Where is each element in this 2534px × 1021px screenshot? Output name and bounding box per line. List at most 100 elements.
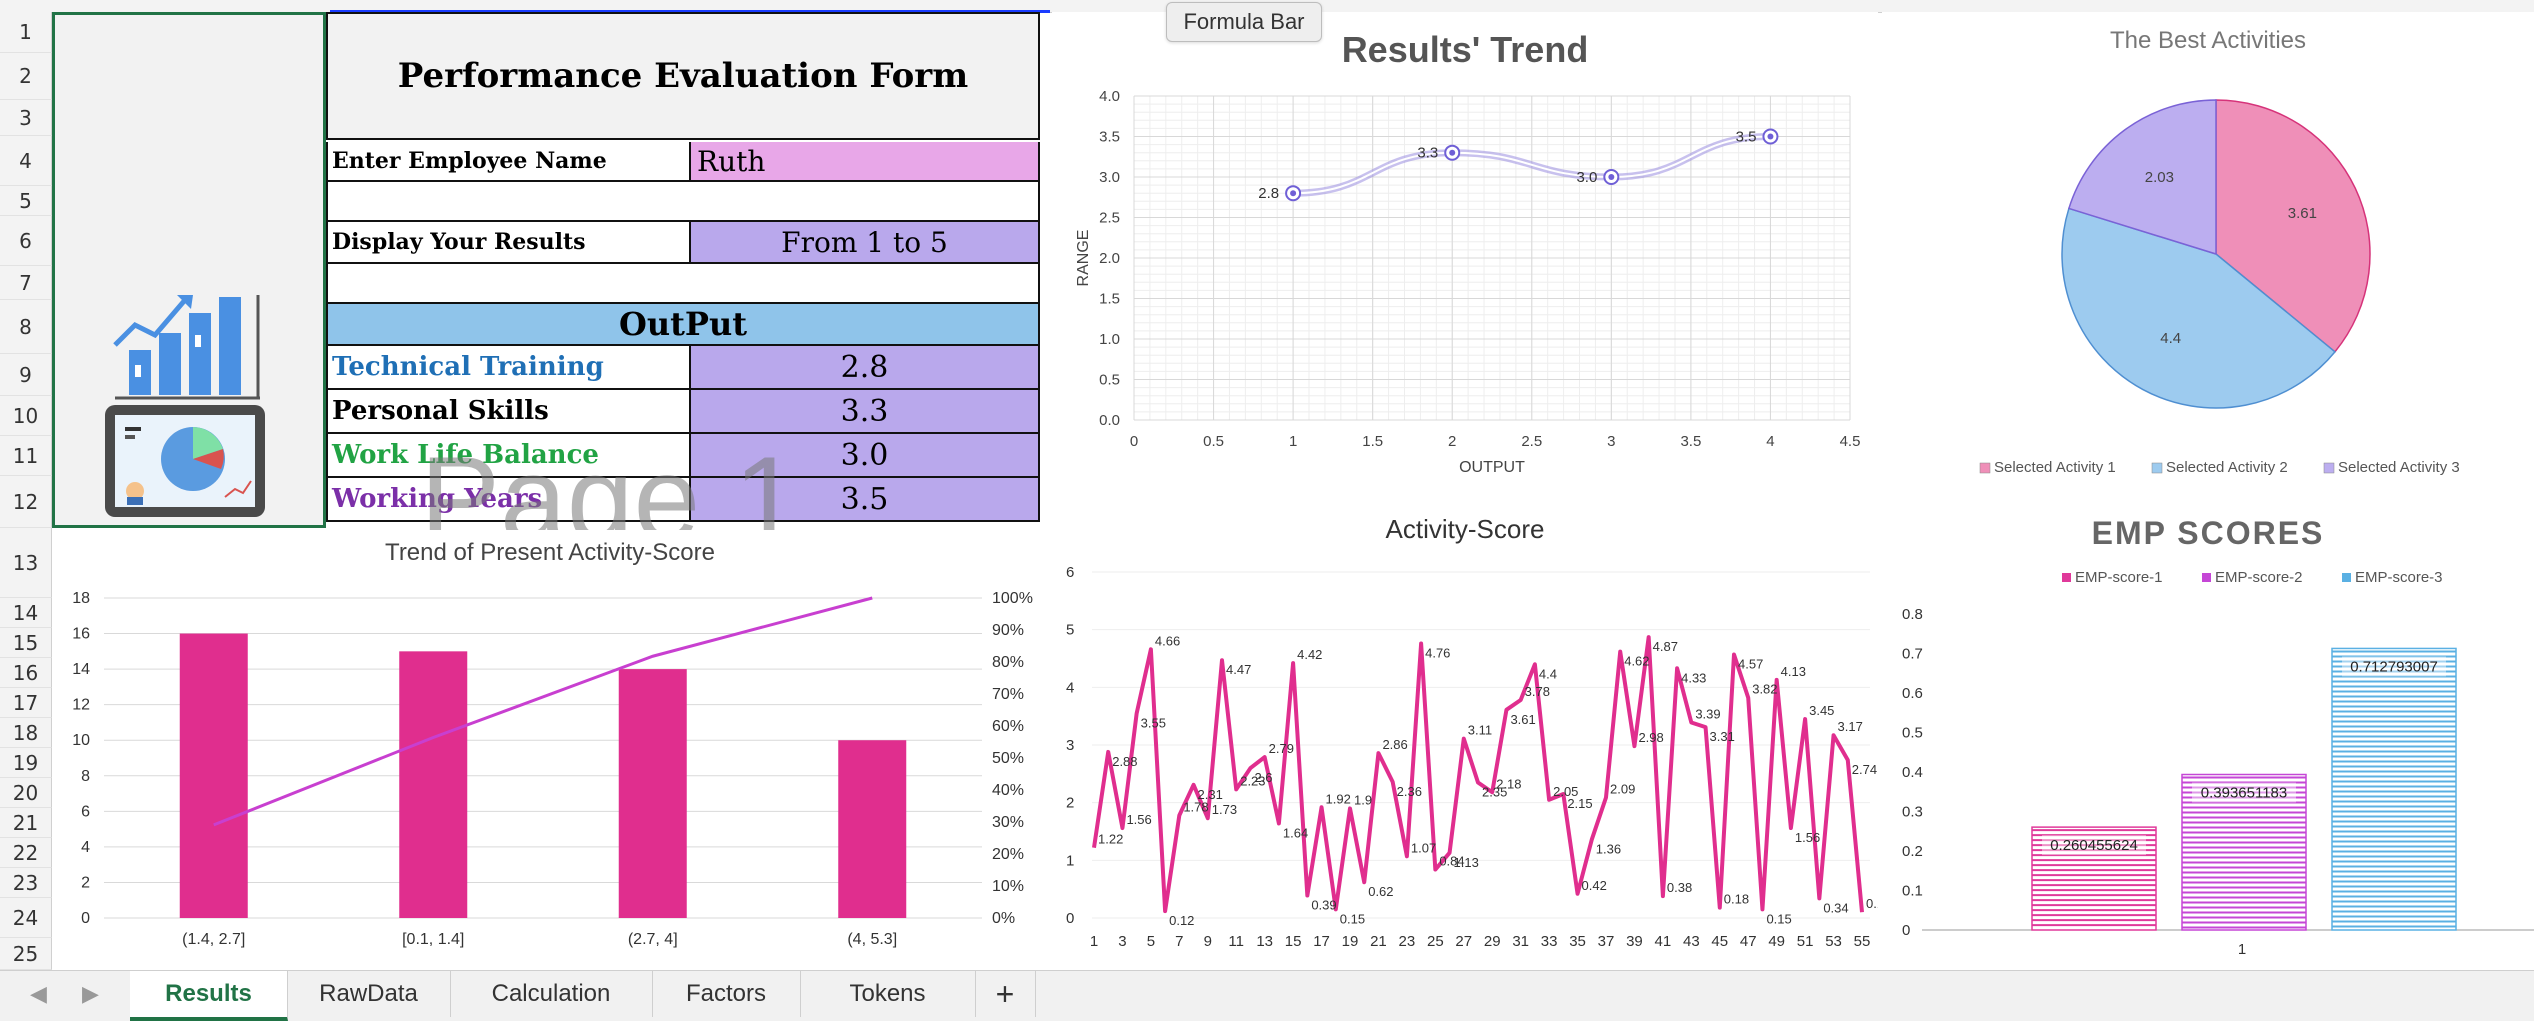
y-tick-label: 0 [81, 910, 90, 927]
row-header[interactable]: 19 [0, 748, 52, 778]
y-tick-label: 8 [81, 768, 90, 785]
x-tick-label: 1 [2238, 941, 2246, 958]
present-activity-chart[interactable]: Trend of Present Activity-Score 0 2 4 6 8 10 12… [52, 530, 1048, 968]
row-header[interactable]: 8 [0, 300, 52, 354]
sheet-tab-tokens[interactable]: Tokens [800, 971, 976, 1017]
x-tick-label: 43 [1683, 933, 1700, 950]
y-tick-label: 4 [1066, 679, 1074, 696]
activity-data-label: 0.42 [1582, 878, 1607, 893]
sheet-tab-factors[interactable]: Factors [652, 971, 801, 1017]
y2-tick-label: 0% [992, 910, 1015, 927]
row-header[interactable]: 24 [0, 898, 52, 938]
x-tick-label: 0 [1130, 433, 1138, 450]
activity-score-chart[interactable]: Activity-Score 0 1 2 3 4 5 6 1 3 5 7 9 11 13 15 17 19 21 23… [1052, 502, 1884, 968]
x-tick-label: 4 [1766, 433, 1774, 450]
legend-swatch [2323, 462, 2335, 474]
row-header[interactable]: 14 [0, 598, 52, 628]
y-tick-label: 2 [81, 874, 90, 891]
row-header[interactable]: 22 [0, 838, 52, 868]
chart-title: Trend of Present Activity-Score [385, 539, 715, 566]
x-tick-label: 13 [1256, 933, 1273, 950]
sheet-tab-results[interactable]: Results [130, 971, 288, 1021]
y2-tick-label: 90% [992, 622, 1024, 639]
sheet-tab-calculation[interactable]: Calculation [450, 971, 653, 1017]
row-header[interactable]: 21 [0, 808, 52, 838]
x-tick-label: 1 [1289, 433, 1297, 450]
x-tick-label: 47 [1740, 933, 1757, 950]
activity-data-label: 2.05 [1553, 784, 1578, 799]
row-header[interactable]: 2 [0, 53, 52, 100]
activity-data-label: 2.79 [1269, 741, 1294, 756]
y-tick-label: 0.3 [1902, 804, 1923, 821]
sheet-tab-rawdata[interactable]: RawData [287, 971, 451, 1017]
y2-tick-label: 50% [992, 750, 1024, 767]
y-tick-label: 0.2 [1902, 843, 1923, 860]
activity-data-label: 0.15 [1766, 911, 1791, 926]
y-tick-label: 4.0 [1099, 88, 1120, 105]
activity-data-label: 3.31 [1710, 729, 1735, 744]
y-tick-label: 5 [1066, 622, 1074, 639]
row-header[interactable]: 18 [0, 718, 52, 748]
row-header[interactable]: 7 [0, 266, 52, 300]
row-header[interactable]: 1 [0, 12, 52, 53]
y-tick-label: 4 [81, 839, 90, 856]
activity-data-label: 4.76 [1425, 646, 1450, 661]
row-header[interactable]: 12 [0, 476, 52, 528]
x-tick-label: 3.5 [1680, 433, 1701, 450]
activity-data-label: 0.62 [1368, 884, 1393, 899]
display-results-select[interactable]: From 1 to 5 [691, 222, 1040, 264]
selected-image-panel[interactable] [52, 12, 326, 528]
employee-name-input[interactable]: Ruth [691, 142, 1040, 182]
emp-data-label: 0.260455624 [2050, 837, 2138, 854]
row-header[interactable]: 5 [0, 186, 52, 216]
x-tick-label: 49 [1768, 933, 1785, 950]
add-sheet-button[interactable]: + [975, 971, 1036, 1017]
activity-data-label: 0.38 [1667, 880, 1692, 895]
row-header[interactable]: 13 [0, 528, 52, 598]
activity-data-label: 3.17 [1838, 719, 1863, 734]
activity-data-label: 2.18 [1496, 776, 1521, 791]
activity-data-label: 4.66 [1155, 633, 1180, 648]
activity-data-label: 4.4 [1539, 666, 1557, 681]
trend-line-core [1293, 135, 1771, 195]
legend-label: Selected Activity 2 [2166, 459, 2288, 476]
row-header[interactable]: 25 [0, 938, 52, 970]
activity-data-label: 1.13 [1454, 855, 1479, 870]
results-trend-chart[interactable]: Results' Trend 0 0.5 1 1.5 2 2.5 3 3.5 4 4.5 0.0 0.5… [1052, 12, 1878, 498]
activity-data-label: 4.42 [1297, 647, 1322, 662]
chart-title: Activity-Score [1386, 514, 1545, 544]
best-activities-chart[interactable]: The Best Activities 3.61 4.4 2.03 Selected A… [1882, 12, 2534, 498]
y-tick-label: 1 [1066, 852, 1074, 869]
output-row-value: 3.5 [691, 478, 1040, 522]
row-header[interactable]: 20 [0, 778, 52, 808]
output-row-label: Work Life Balance [326, 434, 691, 478]
activity-data-label: 2.74 [1852, 762, 1877, 777]
row-header[interactable]: 17 [0, 688, 52, 718]
row-header[interactable]: 11 [0, 436, 52, 476]
performance-evaluation-form: Performance Evaluation Form Enter Employ… [326, 12, 1040, 528]
y-tick-label: 3.5 [1099, 129, 1120, 146]
row-header[interactable]: 9 [0, 354, 52, 396]
y-tick-label: 2 [1066, 795, 1074, 812]
y-tick-label: 3.0 [1099, 169, 1120, 186]
row-header[interactable]: 4 [0, 136, 52, 186]
row-header[interactable]: 6 [0, 216, 52, 266]
activity-data-label: 2.6 [1254, 770, 1272, 785]
x-tick-label: 29 [1484, 933, 1501, 950]
emp-scores-chart[interactable]: EMP SCORES EMP-score-1 EMP-score-2 EMP-scor… [1882, 502, 2534, 968]
row-header[interactable]: 3 [0, 100, 52, 136]
x-tick-label: 37 [1598, 933, 1615, 950]
scroll-left-icon[interactable]: ◀ [30, 981, 47, 1006]
row-header[interactable]: 23 [0, 868, 52, 898]
row-header[interactable]: 16 [0, 658, 52, 688]
pareto-bar [399, 651, 468, 918]
legend-label: Selected Activity 1 [1994, 459, 2116, 476]
pareto-bar [179, 633, 248, 918]
row-header[interactable]: 10 [0, 396, 52, 436]
scroll-right-icon[interactable]: ▶ [82, 981, 99, 1006]
x-tick-label: 25 [1427, 933, 1444, 950]
activity-data-label: 1.07 [1411, 840, 1436, 855]
activity-data-label: 0.18 [1724, 892, 1749, 907]
selection-indicator [330, 10, 1050, 13]
row-header[interactable]: 15 [0, 628, 52, 658]
